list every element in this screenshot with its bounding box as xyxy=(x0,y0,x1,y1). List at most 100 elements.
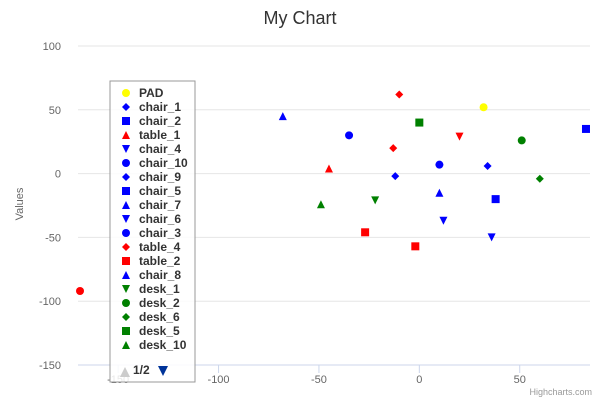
data-point[interactable] xyxy=(76,286,85,295)
y-tick-label: -150 xyxy=(39,360,61,372)
legend-items[interactable]: PADchair_1chair_2table_1chair_4chair_10c… xyxy=(122,86,188,352)
legend-item[interactable]: table_4 xyxy=(122,240,181,254)
legend-label: desk_2 xyxy=(139,296,180,310)
data-point[interactable] xyxy=(345,131,354,140)
legend-item[interactable]: chair_4 xyxy=(122,142,181,156)
legend-page-up-icon[interactable] xyxy=(120,367,130,377)
data-point[interactable] xyxy=(389,144,398,153)
legend-marker[interactable] xyxy=(122,327,130,335)
legend-item[interactable]: chair_3 xyxy=(122,226,181,240)
legend-label: chair_8 xyxy=(139,268,181,282)
legend-label: chair_2 xyxy=(139,114,181,128)
data-point[interactable] xyxy=(491,195,500,204)
legend-label: PAD xyxy=(139,86,164,100)
legend-marker[interactable] xyxy=(122,159,130,167)
data-point[interactable] xyxy=(361,228,370,237)
y-tick-label: 100 xyxy=(43,41,61,53)
data-point[interactable] xyxy=(535,174,544,183)
legend-item[interactable]: PAD xyxy=(122,86,164,100)
legend-item[interactable]: chair_8 xyxy=(122,268,181,282)
legend-marker[interactable] xyxy=(122,229,130,237)
legend-marker[interactable] xyxy=(122,215,130,223)
legend-item[interactable]: desk_6 xyxy=(122,310,180,324)
data-point[interactable] xyxy=(439,216,448,225)
legend-marker[interactable] xyxy=(122,299,130,307)
legend-marker[interactable] xyxy=(122,271,130,279)
legend-item[interactable]: chair_9 xyxy=(122,170,181,184)
data-point[interactable] xyxy=(371,196,380,205)
legend-label: desk_10 xyxy=(139,338,187,352)
data-point[interactable] xyxy=(411,242,420,251)
legend-label: chair_3 xyxy=(139,226,181,240)
legend-marker[interactable] xyxy=(122,89,130,97)
data-point[interactable] xyxy=(278,112,287,121)
legend-pagination[interactable]: 1/2 xyxy=(120,363,168,377)
y-tick-label: 50 xyxy=(49,105,61,117)
legend-label: chair_4 xyxy=(139,142,181,156)
data-point[interactable] xyxy=(395,90,404,99)
legend-label: desk_1 xyxy=(139,282,180,296)
legend-marker[interactable] xyxy=(122,117,130,125)
legend-label: chair_9 xyxy=(139,170,181,184)
legend-label: table_4 xyxy=(139,240,181,254)
data-point[interactable] xyxy=(581,124,590,133)
legend-marker[interactable] xyxy=(122,131,130,139)
legend[interactable]: PADchair_1chair_2table_1chair_4chair_10c… xyxy=(109,80,196,383)
legend-item[interactable]: desk_2 xyxy=(122,296,180,310)
data-point[interactable] xyxy=(483,161,492,170)
legend-item[interactable]: chair_1 xyxy=(122,100,181,114)
legend-marker[interactable] xyxy=(122,313,130,321)
legend-item[interactable]: chair_6 xyxy=(122,212,181,226)
x-tick-label: -50 xyxy=(311,374,327,386)
data-point[interactable] xyxy=(455,132,464,141)
data-points[interactable] xyxy=(76,90,590,295)
data-point[interactable] xyxy=(487,233,496,242)
legend-item[interactable]: chair_5 xyxy=(122,184,181,198)
legend-label: chair_1 xyxy=(139,100,181,114)
legend-label: chair_6 xyxy=(139,212,181,226)
x-tick-label: -100 xyxy=(208,374,230,386)
data-point[interactable] xyxy=(415,118,424,127)
legend-marker[interactable] xyxy=(122,285,130,293)
y-axis-label: Values xyxy=(14,187,26,220)
legend-marker[interactable] xyxy=(122,173,130,181)
legend-label: chair_10 xyxy=(139,156,188,170)
legend-item[interactable]: table_1 xyxy=(122,128,181,142)
legend-label: desk_6 xyxy=(139,310,180,324)
legend-item[interactable]: desk_1 xyxy=(122,282,180,296)
legend-label: table_2 xyxy=(139,254,181,268)
legend-item[interactable]: desk_5 xyxy=(122,324,180,338)
legend-marker[interactable] xyxy=(122,201,130,209)
x-tick-label: 50 xyxy=(514,374,526,386)
legend-label: chair_5 xyxy=(139,184,181,198)
data-point[interactable] xyxy=(316,200,325,209)
y-tick-label: -100 xyxy=(39,296,61,308)
credits-link[interactable]: Highcharts.com xyxy=(529,387,592,397)
legend-marker[interactable] xyxy=(122,341,130,349)
legend-marker[interactable] xyxy=(122,187,130,195)
legend-item[interactable]: desk_10 xyxy=(122,338,187,352)
legend-page-indicator: 1/2 xyxy=(133,363,150,377)
data-point[interactable] xyxy=(517,136,526,145)
data-point[interactable] xyxy=(435,188,444,197)
y-tick-label: -50 xyxy=(45,232,61,244)
legend-item[interactable]: table_2 xyxy=(122,254,181,268)
legend-item[interactable]: chair_7 xyxy=(122,198,181,212)
legend-page-down-icon[interactable] xyxy=(158,366,168,376)
data-point[interactable] xyxy=(479,103,488,112)
legend-label: table_1 xyxy=(139,128,181,142)
data-point[interactable] xyxy=(324,164,333,173)
legend-marker[interactable] xyxy=(122,103,130,111)
data-point[interactable] xyxy=(391,172,400,181)
legend-label: chair_7 xyxy=(139,198,181,212)
legend-marker[interactable] xyxy=(122,243,130,251)
legend-marker[interactable] xyxy=(122,257,130,265)
x-tick-label: 0 xyxy=(416,374,422,386)
legend-item[interactable]: chair_2 xyxy=(122,114,181,128)
legend-item[interactable]: chair_10 xyxy=(122,156,188,170)
data-point[interactable] xyxy=(435,160,444,169)
legend-marker[interactable] xyxy=(122,145,130,153)
legend-label: desk_5 xyxy=(139,324,180,338)
